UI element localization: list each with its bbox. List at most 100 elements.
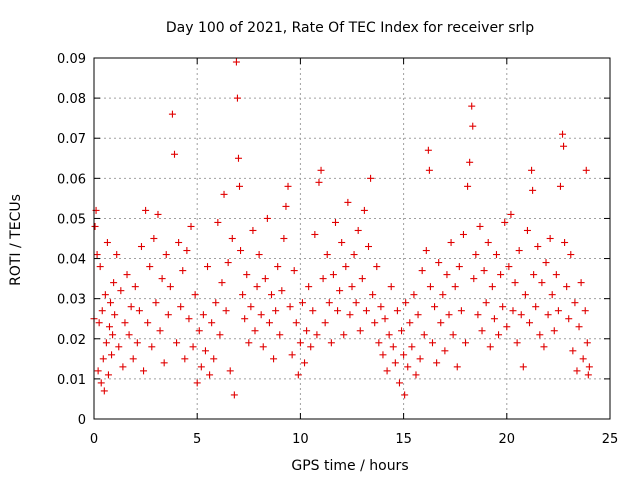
data-point — [255, 251, 263, 259]
x-tick-label: 20 — [499, 432, 516, 447]
data-point — [459, 230, 467, 238]
data-point — [424, 146, 432, 154]
data-point — [540, 343, 548, 351]
data-point — [369, 291, 377, 299]
data-point — [191, 291, 199, 299]
data-point — [109, 331, 117, 339]
data-point — [110, 279, 118, 287]
data-point — [214, 218, 222, 226]
grid-lines — [94, 58, 610, 419]
data-point — [101, 291, 109, 299]
data-point — [127, 303, 135, 311]
data-point — [144, 319, 152, 327]
data-point — [431, 303, 439, 311]
data-point — [391, 359, 399, 367]
data-point — [371, 319, 379, 327]
data-point — [559, 130, 567, 138]
data-point — [552, 271, 560, 279]
x-tick-label: 5 — [193, 432, 201, 447]
data-point — [189, 343, 197, 351]
data-point — [546, 235, 554, 242]
data-point — [447, 239, 455, 247]
data-point — [519, 363, 527, 371]
data-point — [317, 166, 325, 174]
data-point — [100, 387, 108, 395]
data-point — [338, 239, 346, 247]
data-point — [573, 367, 581, 375]
data-point — [233, 94, 241, 102]
data-point — [105, 323, 113, 331]
data-point — [393, 307, 401, 315]
data-point — [173, 339, 181, 347]
data-point — [567, 251, 575, 259]
data-point — [400, 351, 408, 359]
x-axis-ticks: 0 5 10 15 20 25 — [90, 58, 618, 447]
plot-frame — [93, 57, 611, 420]
data-point — [563, 283, 571, 291]
data-point — [309, 307, 317, 315]
data-point — [179, 267, 187, 275]
data-point — [298, 299, 306, 307]
data-point — [236, 182, 244, 190]
data-point — [94, 367, 102, 375]
data-point — [201, 347, 209, 355]
data-point — [91, 222, 99, 230]
data-point — [97, 379, 105, 387]
data-point — [296, 339, 304, 347]
data-point — [329, 271, 337, 279]
data-point — [195, 327, 203, 335]
data-point — [426, 283, 434, 291]
data-point — [550, 327, 558, 335]
x-tick-label: 10 — [292, 432, 309, 447]
data-point — [398, 327, 406, 335]
data-point — [358, 275, 366, 283]
data-point — [154, 210, 162, 218]
data-point — [532, 303, 540, 311]
data-point — [327, 339, 335, 347]
x-tick-label: 25 — [602, 432, 619, 447]
y-tick-label: 0.03 — [57, 293, 86, 308]
data-point — [449, 331, 457, 339]
data-point — [117, 287, 125, 295]
data-point — [158, 275, 166, 283]
data-point — [156, 327, 164, 335]
data-point — [534, 243, 542, 251]
data-point — [237, 247, 245, 255]
data-point — [137, 243, 145, 251]
data-point — [482, 299, 490, 307]
data-point — [492, 251, 500, 259]
data-point — [416, 355, 424, 363]
data-point — [542, 259, 550, 267]
data-point — [261, 275, 269, 283]
data-point — [323, 251, 331, 259]
data-point — [115, 343, 123, 351]
data-point — [183, 247, 191, 255]
data-point — [515, 247, 523, 255]
chart-title: Day 100 of 2021, Rate Of TEC Index for r… — [166, 20, 534, 36]
data-point — [561, 239, 569, 247]
data-point — [523, 226, 531, 234]
data-point — [577, 279, 585, 287]
data-point — [113, 251, 121, 259]
data-point — [197, 363, 205, 371]
data-point — [408, 343, 416, 351]
data-point — [218, 279, 226, 287]
data-point — [425, 166, 433, 174]
data-point — [210, 355, 218, 363]
data-point — [282, 202, 290, 210]
data-point — [420, 331, 428, 339]
data-point — [560, 142, 568, 150]
data-point — [102, 339, 110, 347]
data-point — [125, 331, 133, 339]
data-point — [503, 323, 511, 331]
data-point — [437, 319, 445, 327]
data-point — [464, 182, 472, 190]
data-point — [288, 351, 296, 359]
data-point — [497, 271, 505, 279]
data-point — [245, 339, 253, 347]
y-tick-label: 0.01 — [57, 373, 86, 388]
data-point — [241, 315, 249, 323]
data-point — [433, 359, 441, 367]
data-point — [569, 347, 577, 355]
